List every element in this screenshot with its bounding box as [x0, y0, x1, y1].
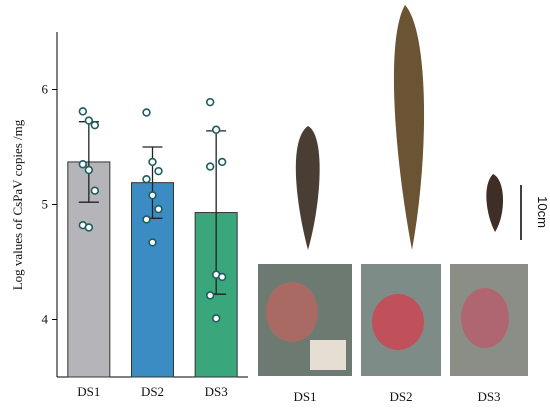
x-tick-label: DS3: [205, 384, 228, 399]
data-point: [148, 157, 157, 167]
data-point: [154, 166, 163, 176]
y-axis-label: Log values of CsPaV copies /mg: [10, 119, 25, 290]
fish-ds3: [486, 174, 504, 232]
x-tick-label: DS2: [141, 384, 164, 399]
scale-label: 10cm: [535, 196, 550, 228]
data-point: [217, 157, 227, 167]
data-point: [90, 120, 100, 130]
data-point: [205, 97, 215, 107]
data-point: [154, 204, 163, 214]
data-point: [211, 125, 221, 134]
data-point: [78, 160, 88, 169]
data-point: [84, 116, 94, 125]
organ: [372, 294, 424, 350]
y-tick-label: 4: [42, 312, 49, 327]
fish-ds1: [295, 126, 320, 250]
data-point: [84, 223, 94, 232]
data-point: [148, 238, 157, 247]
data-point: [142, 215, 151, 224]
organ: [461, 288, 509, 348]
data-point: [217, 272, 227, 282]
photo-label: DS2: [389, 389, 412, 404]
data-point: [205, 291, 215, 300]
photos: 10cm DS1 DS2 DS3: [258, 5, 550, 404]
data-point: [90, 186, 100, 195]
photo-label: DS1: [293, 389, 316, 404]
y-tick-label: 5: [42, 197, 49, 212]
data-point: [78, 107, 88, 116]
data-point: [142, 175, 151, 184]
data-point: [211, 314, 221, 323]
y-tick-label: 6: [42, 82, 49, 97]
x-tick-label: DS1: [77, 384, 100, 399]
fish-ds2: [393, 5, 425, 250]
data-point: [142, 108, 151, 117]
inset: [310, 340, 346, 370]
data-point: [84, 165, 94, 175]
data-point: [148, 191, 157, 200]
photo-label: DS3: [477, 389, 500, 404]
organ: [266, 282, 318, 342]
data-point: [205, 162, 215, 171]
